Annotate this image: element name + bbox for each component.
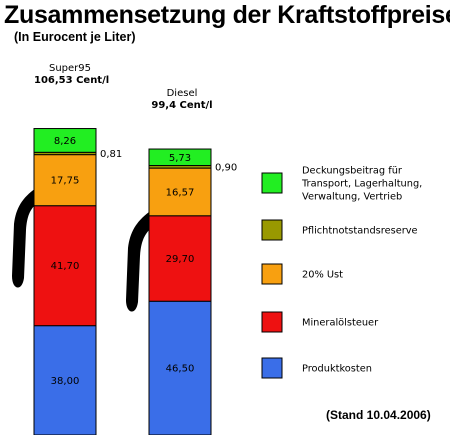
legend-swatch bbox=[261, 357, 283, 379]
bar-total-diesel: 99,4 Cent/l bbox=[151, 100, 213, 111]
data-label-diesel-mineral-lsteuer: 29,70 bbox=[166, 254, 195, 265]
chart-title: Zusammensetzung der Kraftstoffpreise bbox=[4, 1, 450, 29]
bar-segment-super95-mineral-lsteuer bbox=[33, 205, 97, 327]
data-label-diesel-deckungsbeitrag-f-r-tran: 5,73 bbox=[169, 153, 191, 164]
bar-segment-super95-deckungsbeitrag-f-r-tran bbox=[33, 128, 97, 153]
data-label-super95-20-ust: 17,75 bbox=[51, 176, 80, 187]
bar-header-super95: Super95 106,53 Cent/l bbox=[34, 63, 110, 87]
fuel-nozzle-icon bbox=[126, 212, 149, 312]
bar-segment-super95-produktkosten bbox=[33, 325, 97, 435]
legend-label: Mineralölsteuer bbox=[302, 318, 379, 329]
data-label-diesel-pflichtnotstandsreserve: 0,90 bbox=[215, 162, 237, 173]
bar-name-diesel: Diesel bbox=[166, 88, 198, 99]
data-label-diesel-20-ust: 16,57 bbox=[166, 187, 195, 198]
legend-swatch bbox=[261, 263, 283, 285]
legend-label: 20% Ust bbox=[302, 270, 343, 281]
data-label-diesel-produktkosten: 46,50 bbox=[166, 364, 195, 375]
legend-swatch bbox=[261, 172, 283, 194]
stand-date: (Stand 10.04.2006) bbox=[326, 408, 431, 422]
legend-label: Deckungsbeitrag für Transport, Lagerhaltu… bbox=[301, 166, 422, 203]
chart-subtitle: (In Eurocent je Liter) bbox=[14, 30, 136, 44]
legend-label: Produktkosten bbox=[302, 364, 372, 375]
legend-swatch bbox=[261, 311, 283, 333]
bar-segment-diesel-produktkosten bbox=[148, 300, 212, 435]
data-label-super95-produktkosten: 38,00 bbox=[51, 376, 80, 387]
bar-segment-diesel-deckungsbeitrag-f-r-tran bbox=[148, 148, 212, 167]
fuel-nozzle-icon bbox=[12, 188, 36, 288]
data-label-super95-pflichtnotstandsreserve: 0,81 bbox=[100, 149, 122, 160]
fuel-nozzle-icons bbox=[12, 188, 149, 312]
bar-header-diesel: Diesel 99,4 Cent/l bbox=[146, 88, 218, 112]
bar-name-super95: Super95 bbox=[48, 63, 92, 74]
bar-segment-super95-20-ust bbox=[33, 154, 97, 207]
data-label-super95-mineral-lsteuer: 41,70 bbox=[51, 261, 80, 272]
legend-label: Pflichtnotstandsreserve bbox=[302, 226, 418, 237]
bar-total-super95: 106,53 Cent/l bbox=[34, 75, 110, 86]
data-label-super95-deckungsbeitrag-f-r-tran: 8,26 bbox=[54, 136, 76, 147]
legend-swatch bbox=[261, 219, 283, 241]
